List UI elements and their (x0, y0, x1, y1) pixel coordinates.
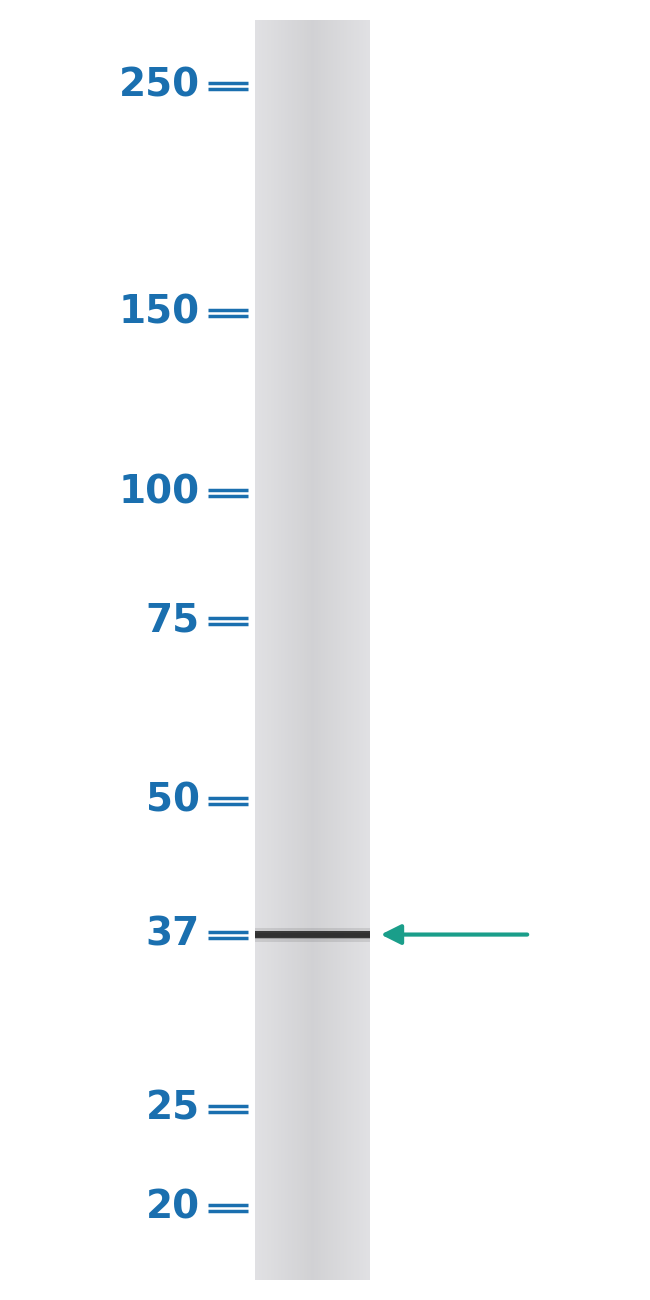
Bar (330, 20, 332, 1280)
Text: 75: 75 (146, 602, 200, 640)
Bar (259, 20, 261, 1280)
Bar (307, 20, 308, 1280)
Bar (360, 20, 361, 1280)
Bar (361, 20, 363, 1280)
Bar (285, 20, 287, 1280)
Text: 100: 100 (119, 474, 200, 512)
Bar (344, 20, 346, 1280)
Bar (265, 20, 266, 1280)
Bar (261, 20, 262, 1280)
Bar (271, 20, 272, 1280)
Bar (255, 931, 370, 939)
Text: 25: 25 (146, 1089, 200, 1127)
Bar (282, 20, 284, 1280)
Bar (301, 20, 302, 1280)
Bar (364, 20, 366, 1280)
Bar (318, 20, 320, 1280)
Bar (255, 932, 370, 936)
Bar (347, 20, 348, 1280)
Text: 20: 20 (146, 1188, 200, 1227)
Text: 50: 50 (146, 781, 200, 820)
Bar (255, 928, 370, 941)
Bar (298, 20, 300, 1280)
Bar (275, 20, 276, 1280)
Bar (327, 20, 328, 1280)
Bar (366, 20, 367, 1280)
Bar (337, 20, 339, 1280)
Bar (332, 20, 333, 1280)
Bar (269, 20, 271, 1280)
Bar (354, 20, 356, 1280)
Bar (276, 20, 278, 1280)
Bar (313, 20, 314, 1280)
Bar (255, 931, 370, 939)
Bar (359, 20, 360, 1280)
Bar (289, 20, 291, 1280)
Bar (357, 20, 359, 1280)
Bar (341, 20, 343, 1280)
Bar (262, 20, 264, 1280)
Bar (339, 20, 340, 1280)
Bar (287, 20, 288, 1280)
Bar (317, 20, 318, 1280)
Bar (300, 20, 301, 1280)
Bar (343, 20, 344, 1280)
Bar (264, 20, 265, 1280)
Bar (294, 20, 295, 1280)
Bar (296, 20, 298, 1280)
Text: 150: 150 (119, 294, 200, 332)
Text: 250: 250 (119, 66, 200, 105)
Bar (348, 20, 350, 1280)
Bar (280, 20, 281, 1280)
Bar (333, 20, 334, 1280)
Bar (315, 20, 317, 1280)
Bar (309, 20, 311, 1280)
Bar (255, 20, 257, 1280)
Bar (304, 20, 306, 1280)
Bar (314, 20, 315, 1280)
Bar (308, 20, 309, 1280)
Bar (268, 20, 269, 1280)
Bar (258, 20, 259, 1280)
Bar (335, 20, 337, 1280)
Bar (340, 20, 341, 1280)
Bar (353, 20, 354, 1280)
Bar (295, 20, 296, 1280)
Bar (328, 20, 330, 1280)
Bar (288, 20, 289, 1280)
Bar (302, 20, 304, 1280)
Bar (274, 20, 275, 1280)
Bar (334, 20, 335, 1280)
Bar (266, 20, 268, 1280)
Bar (350, 20, 351, 1280)
Bar (326, 20, 327, 1280)
Bar (278, 20, 280, 1280)
Bar (291, 20, 292, 1280)
Bar (363, 20, 364, 1280)
Bar (320, 20, 321, 1280)
Bar (257, 20, 258, 1280)
Bar (322, 20, 324, 1280)
Bar (306, 20, 307, 1280)
Bar (281, 20, 282, 1280)
Bar (369, 20, 370, 1280)
Bar (346, 20, 347, 1280)
Bar (272, 20, 274, 1280)
Bar (356, 20, 357, 1280)
Bar (284, 20, 285, 1280)
Bar (324, 20, 326, 1280)
Bar (292, 20, 294, 1280)
Text: 37: 37 (146, 915, 200, 954)
Bar (311, 20, 313, 1280)
Bar (321, 20, 322, 1280)
Bar (367, 20, 369, 1280)
Bar (351, 20, 353, 1280)
